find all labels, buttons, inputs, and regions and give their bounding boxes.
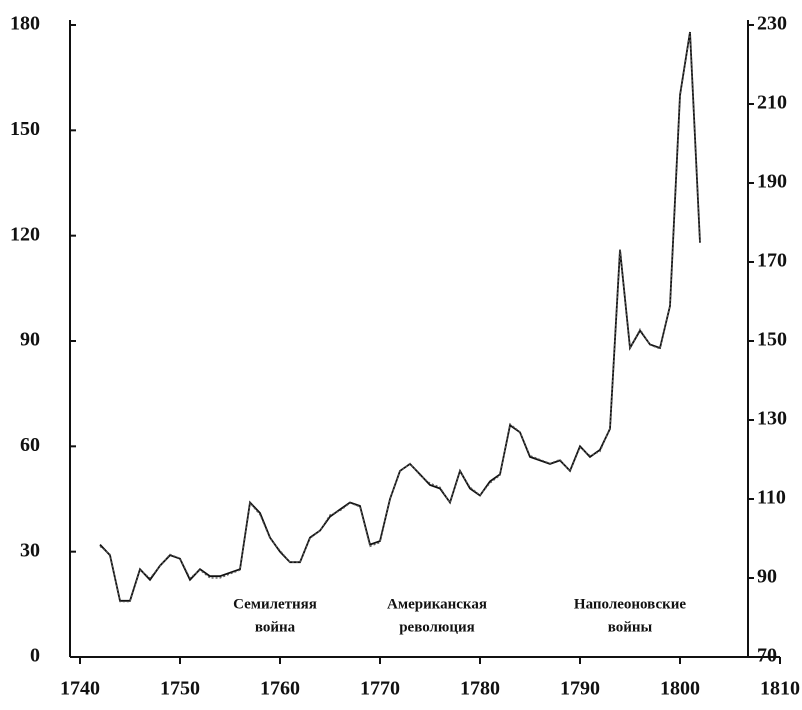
series-line — [99, 32, 701, 603]
annotation: Наполеоновские — [574, 596, 686, 612]
y2-tick-label: 170 — [757, 250, 787, 272]
annotation: войны — [608, 619, 653, 635]
y-tick-label: 150 — [10, 118, 40, 140]
x-tick-label: 1810 — [760, 678, 800, 700]
annotation: Семилетняя — [233, 596, 317, 612]
x-tick-label: 1790 — [560, 678, 600, 700]
y2-tick-label: 210 — [757, 92, 787, 114]
y-tick-label: 120 — [10, 223, 40, 245]
x-tick-label: 1800 — [660, 678, 700, 700]
y2-tick-label: 70 — [757, 645, 777, 667]
y2-tick-label: 110 — [757, 487, 786, 509]
y2-tick-label: 230 — [757, 13, 787, 35]
y-tick-label: 90 — [20, 329, 40, 351]
y-tick-label: 60 — [20, 434, 40, 456]
annotation: война — [255, 619, 296, 635]
x-tick-label: 1740 — [60, 678, 100, 700]
x-tick-label: 1780 — [460, 678, 500, 700]
y2-tick-label: 130 — [757, 408, 787, 430]
annotation: революция — [399, 619, 475, 635]
y-tick-label: 0 — [30, 645, 40, 667]
x-tick-label: 1760 — [260, 678, 300, 700]
y-tick-label: 30 — [20, 539, 40, 561]
y-tick-label: 180 — [10, 13, 40, 35]
y2-tick-label: 190 — [757, 171, 787, 193]
x-tick-label: 1770 — [360, 678, 400, 700]
series-line — [99, 31, 701, 602]
y2-tick-label: 150 — [757, 329, 787, 351]
y2-tick-label: 90 — [757, 566, 777, 588]
x-tick-label: 1750 — [160, 678, 200, 700]
annotation: Американская — [387, 596, 487, 612]
